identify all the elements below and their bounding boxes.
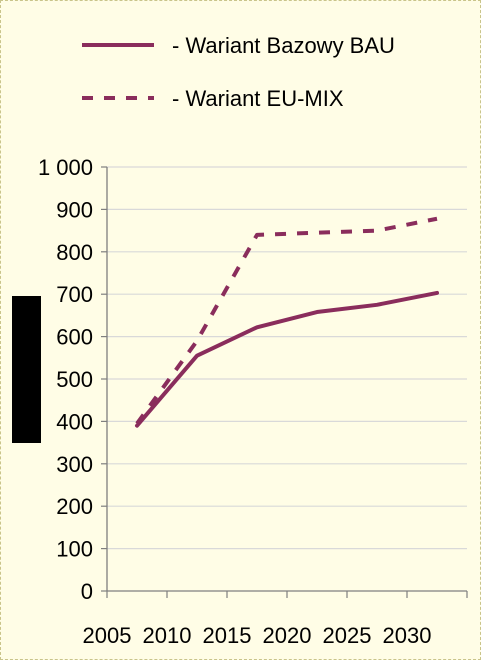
y-tick-label: 500 [56,367,93,392]
y-tick-label: 900 [56,197,93,222]
legend: - Wariant Bazowy BAU - Wariant EU-MIX [82,33,395,111]
series-lines [135,216,439,428]
y-axis-title-block [12,296,41,443]
series-line-2 [135,216,438,425]
x-tick-label: 2015 [203,623,252,648]
legend-label-2: - Wariant EU-MIX [172,86,344,111]
gridlines [107,166,467,550]
y-tick-label: 800 [56,240,93,265]
y-tick-label: 700 [56,282,93,307]
y-tick-label: 1 000 [38,155,93,180]
y-tick-label: 0 [81,579,93,604]
tick-labels: 0 100 200 300 400 500 600 700 800 900 1 000 2005 201… [38,155,432,648]
y-tick-label: 300 [56,452,93,477]
legend-label-1: - Wariant Bazowy BAU [172,33,395,58]
axes [101,166,468,598]
series-line-1 [135,290,439,428]
x-tick-label: 2030 [383,623,432,648]
y-tick-label: 600 [56,325,93,350]
y-tick-label: 400 [56,409,93,434]
x-tick-label: 2025 [323,623,372,648]
y-tick-label: 100 [56,537,93,562]
y-tick-label: 200 [56,494,93,519]
x-tick-label: 2010 [143,623,192,648]
x-tick-label: 2005 [83,623,132,648]
x-tick-label: 2020 [263,623,312,648]
